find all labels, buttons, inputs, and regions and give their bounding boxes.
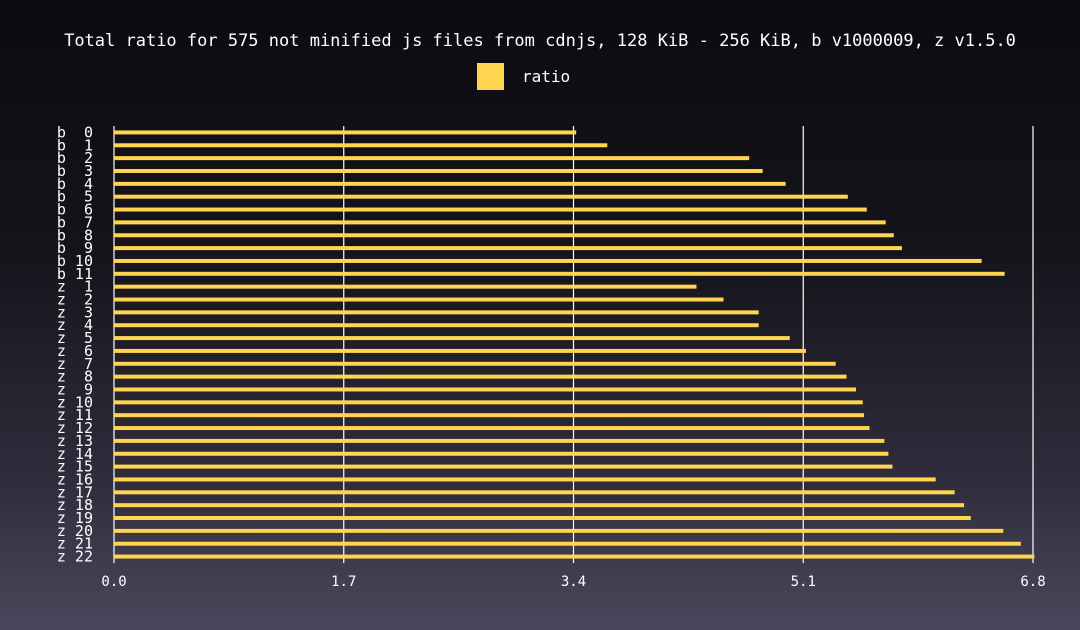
y-tick-label: z 22	[57, 548, 93, 566]
y-tick-label: b 5	[57, 188, 93, 206]
y-tick-label: z 17	[57, 483, 93, 501]
y-tick-label: b 3	[57, 162, 93, 180]
y-tick-label: b 4	[57, 175, 93, 193]
y-tick-label: z 16	[57, 470, 93, 488]
bar	[114, 246, 902, 251]
x-tick-label: 5.1	[791, 574, 816, 590]
bar	[114, 207, 867, 212]
y-tick-label: z 20	[57, 522, 93, 540]
y-tick-label: b 0	[57, 123, 93, 141]
y-tick-label: z 7	[57, 355, 93, 373]
y-tick-label: z 21	[57, 535, 93, 553]
x-tick-label: 0.0	[101, 574, 126, 590]
bar	[114, 528, 1004, 533]
bar	[114, 490, 955, 495]
y-tick-label: b 11	[57, 265, 93, 283]
x-tick-label: 6.8	[1020, 574, 1045, 590]
y-tick-label: b 9	[57, 239, 93, 257]
bar	[114, 400, 863, 405]
x-tick-label: 3.4	[561, 574, 586, 590]
bar	[114, 271, 1005, 276]
y-tick-label: z 11	[57, 406, 93, 424]
gridlines	[113, 126, 1034, 563]
y-tick-label: b 10	[57, 252, 93, 270]
bar	[114, 426, 870, 431]
bar	[114, 477, 936, 482]
y-tick-label: b 6	[57, 201, 93, 219]
bar	[114, 541, 1021, 546]
bar	[114, 516, 971, 521]
bar	[114, 503, 965, 508]
bar	[114, 233, 894, 238]
bar	[114, 336, 790, 341]
bar	[114, 258, 982, 263]
bar	[114, 374, 847, 379]
bar	[114, 438, 885, 443]
bar	[114, 323, 759, 328]
y-tick-label: z 3	[57, 303, 93, 321]
bar	[114, 310, 759, 315]
y-tick-label: z 1	[57, 278, 93, 296]
y-tick-label: z 5	[57, 329, 93, 347]
y-tick-label: b 2	[57, 149, 93, 167]
x-tick-label: 1.7	[331, 574, 356, 590]
y-tick-label: z 10	[57, 393, 93, 411]
y-tick-label: b 1	[57, 136, 93, 154]
x-axis-tick-labels: 0.0 1.7 3.4 5.1 6.8	[101, 574, 1045, 590]
bar	[114, 297, 724, 302]
y-tick-label: z 6	[57, 342, 93, 360]
bar	[114, 554, 1035, 559]
legend-swatch-ratio	[477, 63, 504, 90]
y-tick-label: z 14	[57, 445, 93, 463]
y-tick-label: z 9	[57, 380, 93, 398]
bar	[114, 156, 750, 161]
y-tick-label: b 8	[57, 226, 93, 244]
bar	[114, 361, 836, 366]
chart-title: Total ratio for 575 not minified js file…	[64, 31, 1016, 51]
bar	[114, 194, 848, 199]
bar	[114, 451, 889, 456]
bar	[114, 284, 697, 289]
bar	[114, 181, 786, 186]
bar	[114, 220, 886, 225]
y-tick-label: z 8	[57, 368, 93, 386]
y-tick-label: z 18	[57, 496, 93, 514]
y-tick-label: b 7	[57, 213, 93, 231]
y-tick-label: z 12	[57, 419, 93, 437]
y-tick-label: z 2	[57, 291, 93, 309]
y-axis-tick-labels: b 0b 1b 2b 3b 4b 5b 6b 7b 8b 9b 10b 11z …	[57, 123, 93, 565]
y-tick-label: z 19	[57, 509, 93, 527]
bar	[114, 464, 893, 469]
y-tick-label: z 4	[57, 316, 93, 334]
y-tick-label: z 13	[57, 432, 93, 450]
bar	[114, 387, 856, 392]
bar	[114, 143, 608, 148]
bar	[114, 348, 806, 353]
y-tick-label: z 15	[57, 458, 93, 476]
bar	[114, 130, 577, 135]
bar	[114, 168, 763, 173]
legend: ratio	[477, 63, 570, 90]
bar	[114, 413, 865, 418]
legend-label-ratio: ratio	[522, 67, 570, 86]
bars	[114, 130, 1035, 559]
